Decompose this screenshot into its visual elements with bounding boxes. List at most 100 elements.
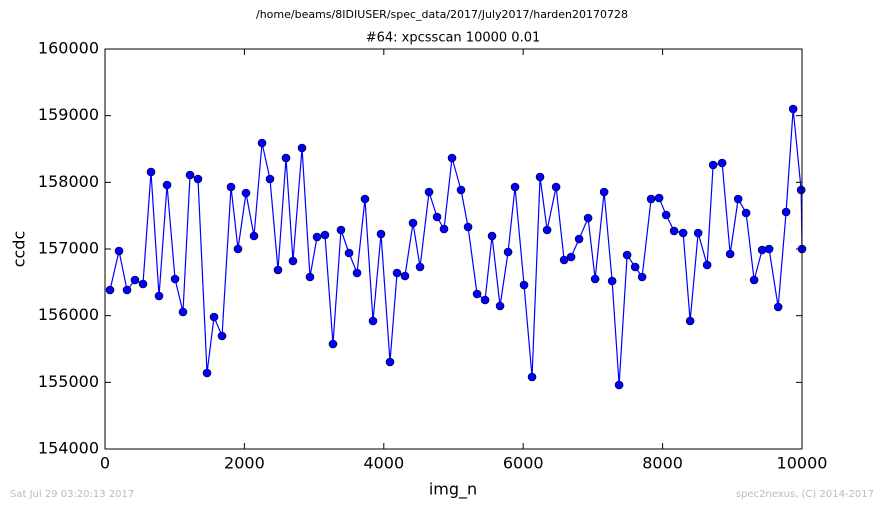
point (599, 187, 609, 197)
point (447, 153, 457, 163)
point (773, 302, 783, 312)
point (424, 187, 434, 197)
point (328, 339, 338, 349)
point (400, 271, 410, 281)
point (288, 256, 298, 266)
point (312, 232, 322, 242)
timestamp: Sat Jul 29 03:20:13 2017 (10, 489, 134, 500)
point (209, 312, 219, 322)
point (193, 174, 203, 184)
point (702, 260, 712, 270)
y-tick-label: 156000 (38, 305, 99, 324)
chart-title: #64: xpcsscan 10000 0.01 (366, 31, 541, 46)
point (130, 275, 140, 285)
point (297, 143, 307, 153)
x-tick-label: 0 (100, 454, 110, 473)
point (535, 172, 545, 182)
y-tick-label: 155000 (38, 372, 99, 391)
point (439, 224, 449, 234)
point (138, 279, 148, 289)
point (273, 265, 283, 275)
point (685, 316, 695, 326)
point (733, 194, 743, 204)
point (661, 210, 671, 220)
point (472, 289, 482, 299)
point (669, 226, 679, 236)
point (170, 274, 180, 284)
point (281, 153, 291, 163)
point (749, 275, 759, 285)
x-tick-label: 10000 (777, 454, 828, 473)
suptitle: /home/beams/8IDIUSER/spec_data/2017/July… (256, 8, 628, 21)
point (542, 225, 552, 235)
point (336, 225, 346, 235)
point (320, 230, 330, 240)
point (226, 182, 236, 192)
point (607, 276, 617, 286)
point (527, 372, 537, 382)
point (408, 218, 418, 228)
point (788, 104, 798, 114)
point (717, 158, 727, 168)
point (217, 331, 227, 341)
point (376, 229, 386, 239)
point (708, 160, 718, 170)
point (583, 213, 593, 223)
point (233, 244, 243, 254)
point (432, 212, 442, 222)
point (305, 272, 315, 282)
y-tick-label: 160000 (38, 39, 99, 58)
point (122, 285, 132, 295)
point (574, 234, 584, 244)
point (487, 231, 497, 241)
y-tick-label: 159000 (38, 105, 99, 124)
x-tick-label: 2000 (224, 454, 265, 473)
point (105, 285, 115, 295)
point (622, 250, 632, 260)
point (241, 188, 251, 198)
point (519, 280, 529, 290)
y-tick-label: 154000 (38, 439, 99, 458)
point (392, 268, 402, 278)
point (637, 272, 647, 282)
point (368, 316, 378, 326)
point (257, 138, 267, 148)
point (741, 208, 751, 218)
point (630, 262, 640, 272)
point (344, 248, 354, 258)
point (551, 182, 561, 192)
x-tick-label: 6000 (503, 454, 544, 473)
point (764, 244, 774, 254)
point (590, 274, 600, 284)
x-tick-label: 4000 (363, 454, 404, 473)
point (162, 180, 172, 190)
credit: spec2nexus, (C) 2014-2017 (736, 489, 874, 500)
point (510, 182, 520, 192)
axes-frame (104, 48, 803, 450)
point (360, 194, 370, 204)
point (249, 231, 259, 241)
point (495, 301, 505, 311)
point (202, 368, 212, 378)
point (415, 262, 425, 272)
point (463, 222, 473, 232)
point (614, 380, 624, 390)
point (646, 194, 656, 204)
point (154, 291, 164, 301)
y-tick-label: 158000 (38, 172, 99, 191)
point (352, 268, 362, 278)
point (385, 357, 395, 367)
x-tick-label: 8000 (642, 454, 683, 473)
point (456, 185, 466, 195)
point (781, 207, 791, 217)
point (693, 228, 703, 238)
point (265, 174, 275, 184)
point (566, 252, 576, 262)
point (185, 170, 195, 180)
y-axis-label: ccdc (10, 231, 29, 268)
point (114, 246, 124, 256)
point (725, 249, 735, 259)
point (796, 185, 806, 195)
